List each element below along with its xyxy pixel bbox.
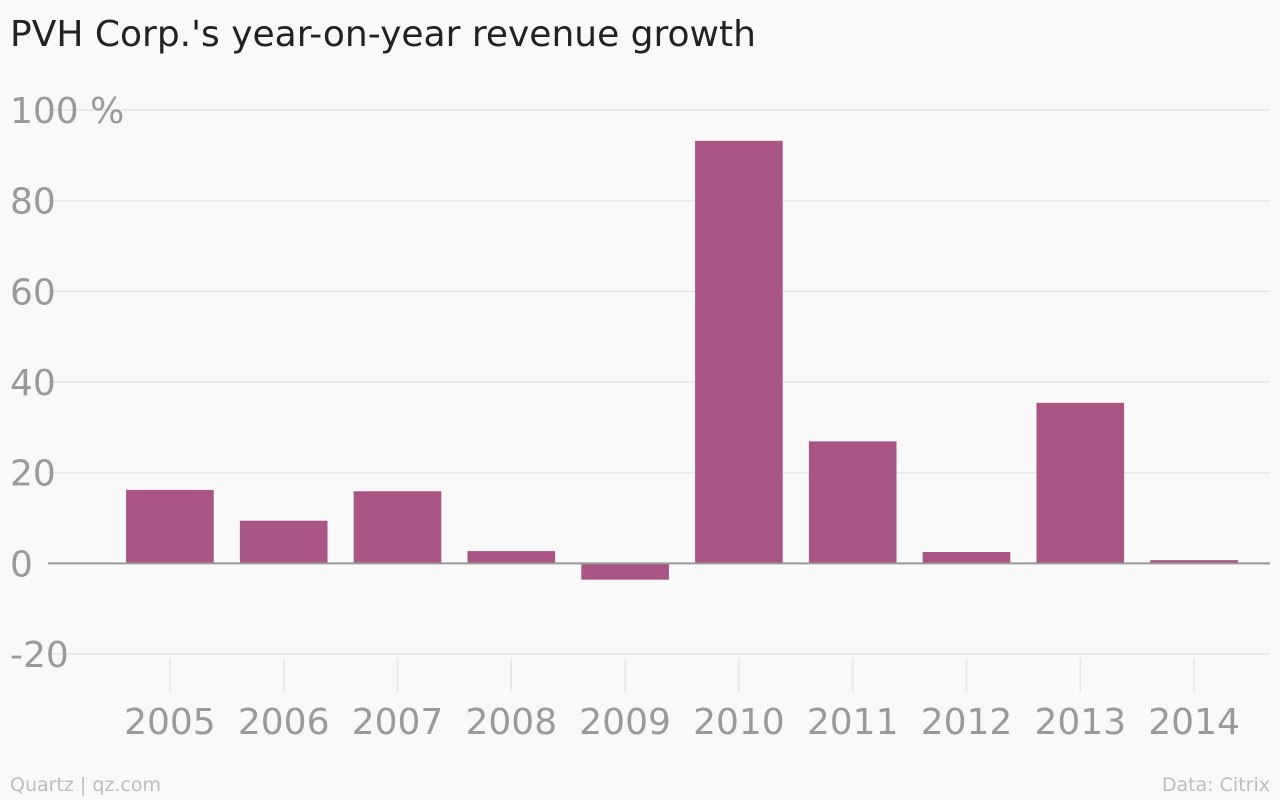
bar bbox=[581, 563, 669, 580]
y-axis-ticks: -20 0 20 40 60 80 100 % bbox=[10, 91, 124, 676]
chart-title: PVH Corp.'s year-on-year revenue growth bbox=[10, 14, 756, 55]
bar bbox=[1036, 402, 1125, 564]
x-tick-label: 2013 bbox=[1034, 702, 1126, 743]
y-tick-label: 100 % bbox=[10, 91, 124, 132]
footer-source: Data: Citrix bbox=[1161, 774, 1270, 796]
bar bbox=[808, 441, 897, 564]
x-tick-label: 2007 bbox=[352, 702, 444, 743]
x-tick-label: 2014 bbox=[1148, 702, 1240, 743]
bar bbox=[353, 491, 442, 564]
x-tick-label: 2005 bbox=[124, 702, 216, 743]
y-tick-label: 40 bbox=[10, 363, 56, 404]
bar bbox=[467, 551, 556, 564]
y-tick-label: 60 bbox=[10, 272, 56, 313]
x-tick-label: 2012 bbox=[921, 702, 1013, 743]
bar bbox=[126, 489, 214, 564]
y-tick-label: -20 bbox=[10, 635, 69, 676]
bar bbox=[239, 520, 328, 564]
y-tick-label: 80 bbox=[10, 182, 56, 223]
y-tick-label: 20 bbox=[10, 454, 56, 495]
x-tick-label: 2009 bbox=[579, 702, 671, 743]
bar bbox=[695, 140, 783, 564]
x-axis-ticks: 2005 2006 2007 2008 2009 2010 2011 2012 2013 2014 bbox=[124, 658, 1240, 743]
x-tick-label: 2008 bbox=[465, 702, 557, 743]
x-tick-label: 2006 bbox=[238, 702, 330, 743]
y-tick-label: 0 bbox=[10, 544, 33, 585]
bars bbox=[126, 140, 1238, 580]
gridlines bbox=[48, 109, 1270, 655]
footer-credit: Quartz | qz.com bbox=[10, 774, 162, 796]
x-tick-label: 2011 bbox=[807, 702, 899, 743]
x-tick-label: 2010 bbox=[693, 702, 785, 743]
bar bbox=[922, 552, 1011, 564]
bar bbox=[1150, 560, 1238, 564]
